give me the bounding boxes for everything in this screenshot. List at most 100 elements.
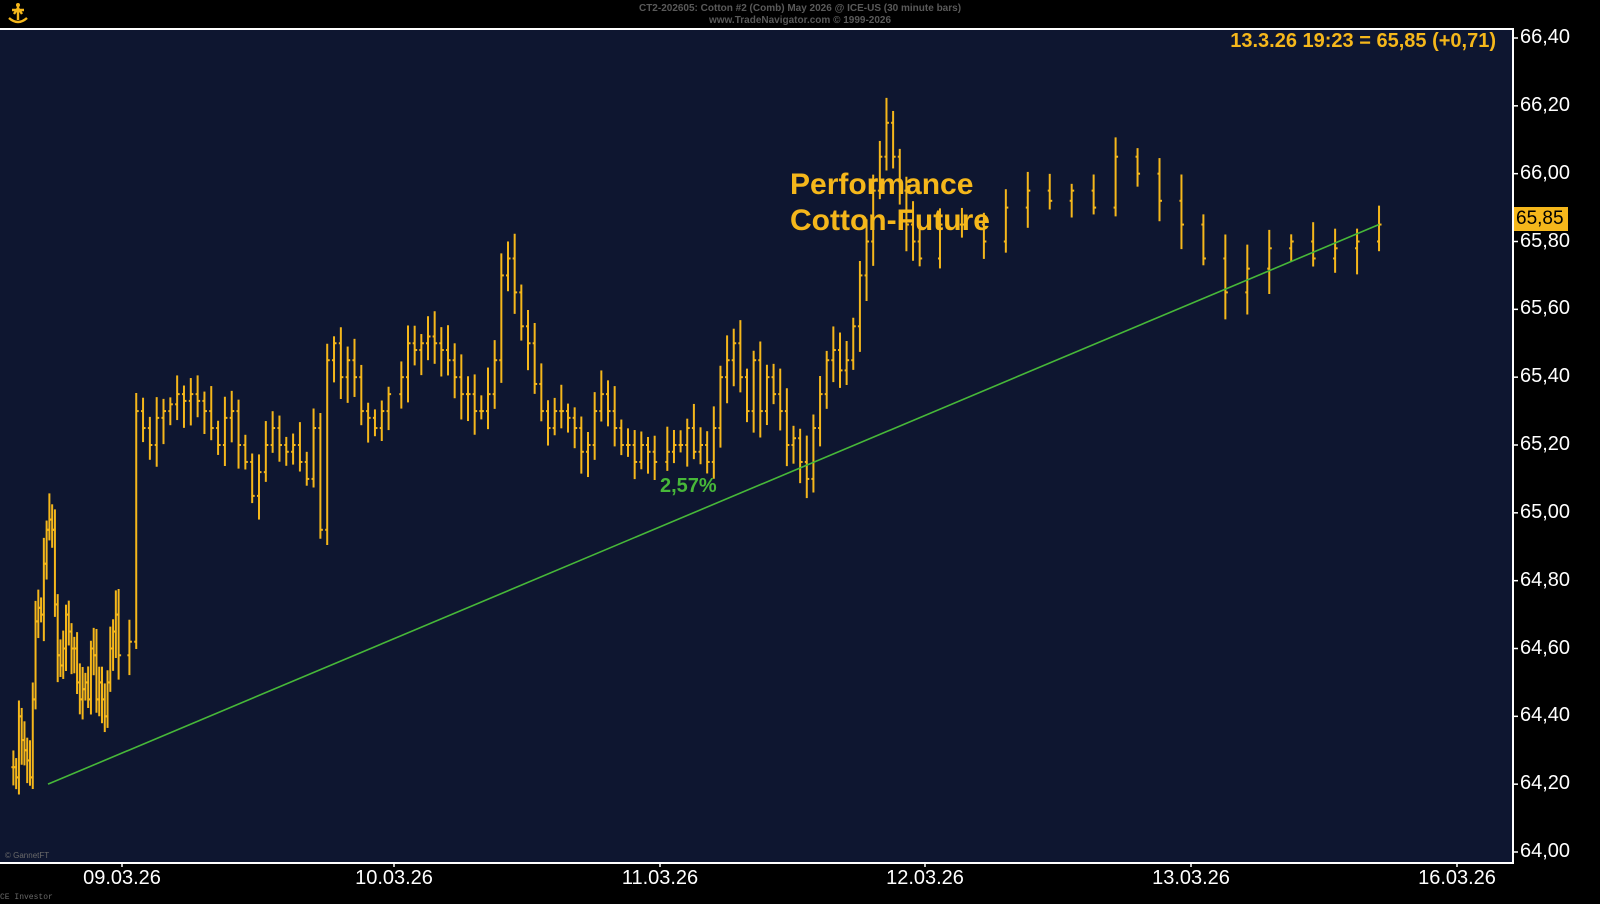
price-bar xyxy=(731,328,737,387)
price-bar xyxy=(884,97,889,171)
last-price-tag: 65,85 xyxy=(1514,207,1568,231)
price-bar xyxy=(479,395,484,420)
price-bar xyxy=(386,386,392,431)
price-bar xyxy=(188,378,194,426)
price-bar xyxy=(291,433,296,465)
price-bar xyxy=(1311,222,1316,267)
price-bar xyxy=(539,363,544,422)
price-bar xyxy=(216,420,221,455)
price-bar xyxy=(116,588,122,680)
performance-label: 2,57% xyxy=(660,475,717,497)
x-tick-label: 16.03.26 xyxy=(1418,867,1496,889)
price-bar xyxy=(492,340,498,409)
price-bar xyxy=(639,431,644,470)
x-tick-label: 10.03.26 xyxy=(355,867,433,889)
price-bar xyxy=(512,233,518,314)
price-bar xyxy=(466,376,471,422)
y-tick-label: 64,00 xyxy=(1520,840,1571,862)
price-bar xyxy=(1025,171,1031,228)
price-bar xyxy=(911,201,916,261)
price-bar xyxy=(406,325,411,403)
price-bar xyxy=(546,400,551,446)
price-bar xyxy=(499,253,504,383)
price-bar xyxy=(359,364,364,426)
price-bar xyxy=(325,343,330,546)
footer-credit: CE Investor xyxy=(0,893,53,902)
chart-description: CT2-202605: Cotton #2 (Comb) May 2026 @ … xyxy=(638,3,962,14)
price-bar xyxy=(304,451,310,486)
price-bar xyxy=(671,429,677,464)
price-bar xyxy=(559,384,564,429)
price-bar xyxy=(897,148,903,205)
price-bar xyxy=(771,363,777,405)
price-bar xyxy=(134,393,139,649)
price-bar xyxy=(566,403,571,433)
price-bar xyxy=(439,327,444,377)
price-bar xyxy=(352,338,357,397)
price-bar xyxy=(871,174,876,266)
price-bar xyxy=(619,419,624,456)
price-bar xyxy=(959,207,965,238)
price-bar xyxy=(526,310,531,371)
price-bar xyxy=(784,388,790,467)
price-bar xyxy=(175,375,180,421)
y-tick-label: 65,60 xyxy=(1520,297,1571,320)
price-bar xyxy=(459,354,464,420)
price-bar xyxy=(552,397,558,436)
price-bar xyxy=(270,411,276,453)
chart-title-line2: Cotton-Future xyxy=(790,204,990,237)
price-bar xyxy=(277,415,282,462)
y-tick-label: 65,00 xyxy=(1520,500,1571,523)
price-bar xyxy=(811,414,816,493)
chart-header: CT2-202605: Cotton #2 (Comb) May 2026 @ … xyxy=(0,0,1600,28)
author-credit: © GannetFT xyxy=(5,851,50,860)
price-bar xyxy=(665,426,670,471)
price-bar xyxy=(758,341,763,438)
price-bar xyxy=(147,416,153,460)
price-bar xyxy=(366,402,371,443)
price-bar xyxy=(725,335,730,404)
price-bar xyxy=(711,406,717,479)
price-bar xyxy=(236,399,242,469)
price-bar xyxy=(284,436,289,466)
y-tick-label: 64,40 xyxy=(1520,704,1571,727)
plot-area[interactable] xyxy=(0,28,1514,864)
price-bar xyxy=(751,350,757,433)
price-bar xyxy=(486,367,491,430)
y-tick-label: 64,80 xyxy=(1520,568,1571,591)
price-bar xyxy=(685,418,690,467)
y-tick-label: 65,40 xyxy=(1520,365,1571,388)
y-tick-label: 64,60 xyxy=(1520,636,1571,659)
price-bar xyxy=(250,453,255,504)
y-tick-label: 66,00 xyxy=(1520,161,1571,184)
price-bar xyxy=(691,403,697,460)
y-tick-label: 66,20 xyxy=(1520,93,1571,116)
price-bar xyxy=(1267,229,1272,295)
x-tick-label: 12.03.26 xyxy=(886,867,964,889)
x-tick-label: 11.03.26 xyxy=(621,867,699,889)
price-bar xyxy=(586,432,591,478)
price-bar xyxy=(1377,205,1382,252)
price-bar xyxy=(168,397,173,426)
price-bar xyxy=(764,364,770,426)
price-bar xyxy=(452,343,458,399)
price-bar xyxy=(1091,174,1097,215)
price-bar xyxy=(1047,173,1053,210)
price-bar xyxy=(1289,234,1294,262)
price-bar xyxy=(857,260,863,352)
price-bar xyxy=(345,346,351,403)
price-bar xyxy=(419,334,424,376)
price-bar xyxy=(318,413,323,539)
price-bar xyxy=(844,341,850,385)
price-bar xyxy=(432,311,438,364)
price-bar xyxy=(263,421,269,482)
price-bar xyxy=(1201,214,1206,266)
y-tick-label: 65,20 xyxy=(1520,433,1571,455)
price-bar xyxy=(1069,183,1075,218)
price-bar xyxy=(181,385,187,428)
price-bar xyxy=(141,397,146,443)
price-bar xyxy=(606,380,611,427)
price-bar xyxy=(632,430,638,480)
price-bar xyxy=(824,350,830,409)
